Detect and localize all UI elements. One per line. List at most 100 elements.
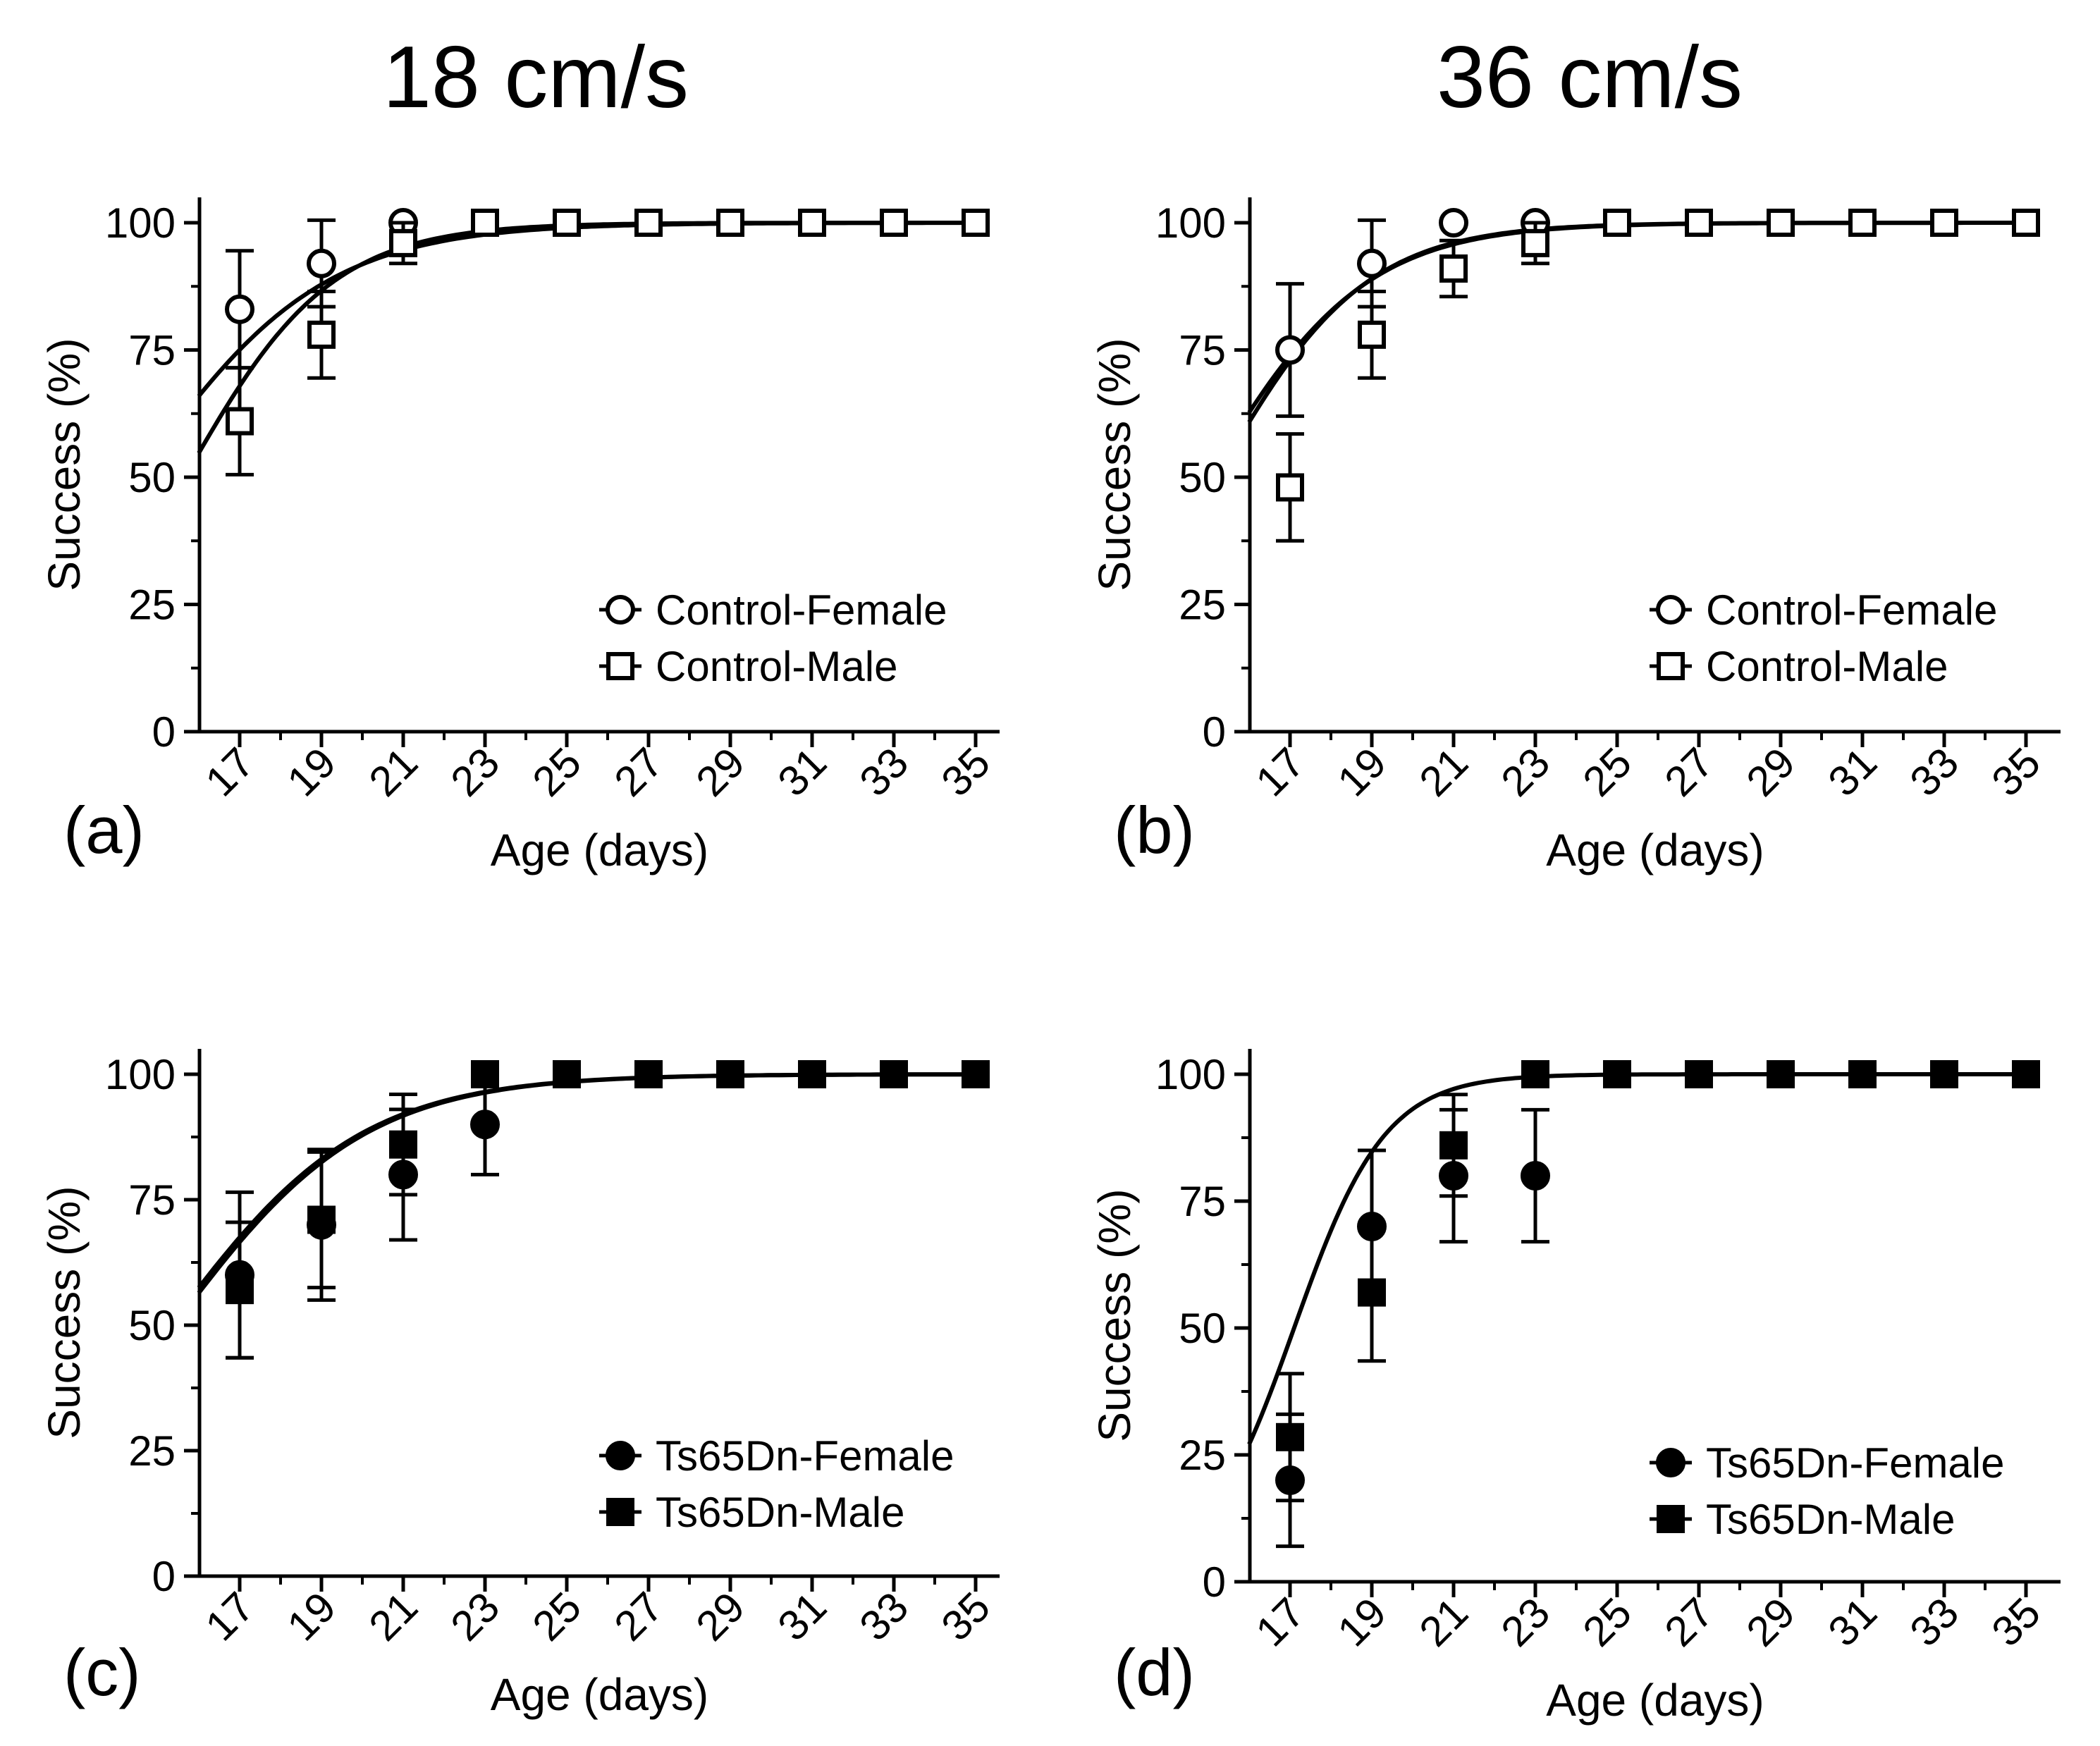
x-tick-label: 17 [197,739,264,806]
x-tick-label: 35 [1983,1589,2050,1656]
column-title-36: 36 cm/s [1437,29,1743,126]
x-tick-label: 19 [1329,739,1396,806]
x-axis-title: Age (days) [491,1669,708,1720]
x-tick-label: 25 [1574,1589,1641,1656]
data-point-control-female [1357,248,1387,278]
data-point-ts65dn-male [1848,1060,1877,1088]
data-point-ts65dn-male [389,1130,417,1159]
legend-marker [1656,1448,1685,1477]
x-tick-label: 25 [1574,739,1641,806]
data-point-control-male [471,209,499,237]
data-point-control-male [1767,209,1795,237]
data-point-control-male [716,209,744,237]
x-tick-label: 27 [606,739,673,806]
x-tick-label: 17 [1247,739,1314,806]
y-tick-label: 0 [1203,1559,1226,1606]
y-tick-label: 75 [1179,327,1226,374]
x-tick-label: 35 [1983,739,2050,806]
data-point-ts65dn-male [1603,1060,1631,1088]
x-tick-label: 27 [1656,739,1723,806]
fit-curve-2 [1247,1072,2026,1446]
data-point-control-male [1439,254,1468,283]
legend-marker [606,652,634,680]
x-tick-label: 27 [1656,1589,1723,1656]
data-point-ts65dn-male [716,1060,744,1088]
legend-label: Control-Male [1706,643,1948,690]
x-tick-label: 25 [524,739,591,806]
y-tick-label: 50 [128,454,176,501]
legend-marker [606,595,635,625]
x-tick-label: 33 [851,1583,918,1650]
x-axis-title: Age (days) [1546,1675,1764,1726]
x-tick-label: 29 [1738,739,1805,806]
x-tick-label: 27 [606,1583,673,1650]
y-tick-label: 75 [1179,1178,1226,1225]
y-axis-title: Success (%) [39,1186,90,1439]
y-tick-label: 25 [1179,582,1226,629]
legend-label: Control-Female [1706,586,1997,634]
x-tick-label: 25 [524,1583,591,1650]
data-point-control-male [553,209,581,237]
data-point-ts65dn-male [1521,1060,1549,1088]
x-tick-label: 19 [278,739,345,806]
panel-label: (c) [63,1635,141,1709]
x-tick-label: 21 [360,1583,427,1650]
legend-marker [606,1441,635,1470]
y-tick-label: 75 [128,1176,176,1224]
x-tick-label: 23 [442,1583,509,1650]
x-tick-label: 33 [1901,739,1968,806]
data-point-ts65dn-male [471,1060,499,1088]
x-tick-label: 31 [1819,739,1886,806]
legend-label: Ts65Dn-Male [1706,1496,1955,1543]
data-point-control-female [1439,208,1468,238]
data-point-ts65dn-male [553,1060,581,1088]
data-point-control-female [1275,335,1305,365]
legend-label: Ts65Dn-Male [656,1489,904,1536]
y-axis-title: Success (%) [1089,1188,1140,1441]
column-title-18: 18 cm/s [383,29,689,126]
x-tick-label: 33 [1901,1589,1968,1656]
x-tick-label: 29 [687,1583,754,1650]
panel-label: (b) [1114,793,1195,867]
data-point-control-male [226,407,254,436]
y-tick-label: 100 [105,199,176,247]
x-tick-label: 21 [360,739,427,806]
fit-curve-2 [197,1072,976,1295]
x-tick-label: 31 [769,739,836,806]
data-point-control-male [880,209,908,237]
y-tick-label: 50 [128,1302,176,1349]
y-tick-label: 0 [152,1553,176,1600]
data-point-control-male [962,209,990,237]
data-point-ts65dn-female [1521,1161,1550,1191]
y-tick-label: 25 [128,1427,176,1475]
y-tick-label: 25 [1179,1432,1226,1479]
data-point-control-male [1848,209,1877,237]
fit-curve-2 [197,221,976,398]
data-point-control-male [389,228,417,257]
data-point-control-female [307,248,336,278]
x-tick-label: 19 [1329,1589,1396,1656]
data-point-control-male [634,209,663,237]
x-tick-label: 17 [1247,1589,1314,1656]
x-tick-label: 21 [1411,739,1478,806]
y-tick-label: 50 [1179,1305,1226,1352]
y-tick-label: 0 [1203,708,1226,756]
data-point-ts65dn-male [880,1060,908,1088]
data-point-control-male [1603,209,1631,237]
data-point-ts65dn-male [226,1276,254,1305]
data-point-control-male [2012,209,2040,237]
x-tick-label: 31 [769,1583,836,1650]
x-tick-label: 35 [933,1583,1000,1650]
data-point-control-male [1685,209,1713,237]
x-axis-title: Age (days) [1546,825,1764,875]
y-axis-title: Success (%) [1089,338,1140,591]
x-tick-label: 23 [1492,739,1559,806]
y-tick-label: 0 [152,708,176,756]
data-point-control-female [225,294,254,324]
x-axis-title: Age (days) [491,825,708,875]
data-point-ts65dn-male [1930,1060,1958,1088]
legend-marker [1656,595,1685,625]
